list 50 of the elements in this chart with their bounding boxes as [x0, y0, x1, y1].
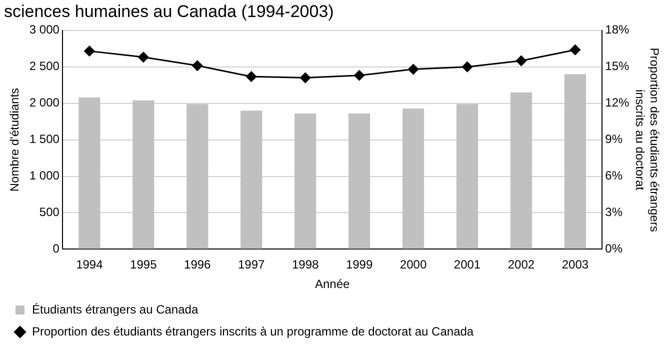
y-tick-label: 2 000 — [29, 96, 60, 110]
y2-tick-label: 18% — [605, 22, 630, 37]
legend-label: Proportion des étudiants étrangers inscrits à un programme de doctorat au Canada — [32, 324, 474, 338]
point — [84, 46, 95, 56]
x-tick-label: 1995 — [130, 258, 158, 272]
y-tick-label: 3 000 — [29, 22, 60, 37]
bar — [78, 98, 100, 249]
bar — [510, 92, 532, 249]
point — [138, 52, 149, 62]
bar — [294, 114, 316, 249]
x-tick-label: 1999 — [346, 258, 373, 272]
point — [192, 60, 203, 71]
point — [246, 71, 257, 82]
x-tick-label: 2003 — [562, 258, 589, 272]
x-tick-label: 2000 — [400, 258, 427, 272]
legend-label: Étudiants étrangers au Canada — [32, 302, 198, 316]
bar — [456, 104, 478, 249]
bar — [564, 74, 586, 249]
y-tick-label: 500 — [39, 205, 60, 220]
y2-tick-label: 6% — [605, 168, 623, 183]
y-tick-label: 0 — [52, 242, 60, 256]
point — [570, 44, 580, 56]
y2-tick-label: 3% — [605, 205, 623, 220]
x-axis-title: Année — [314, 277, 350, 292]
point — [462, 62, 472, 72]
point — [300, 72, 311, 84]
x-tick-label: 1998 — [292, 258, 319, 272]
y-tick-label: 2 500 — [29, 59, 60, 74]
bar — [402, 108, 424, 249]
bar — [186, 104, 208, 249]
y-axis-title: Nombre d'étudiants — [8, 88, 22, 192]
bar — [240, 110, 262, 249]
bar — [348, 114, 370, 249]
y2-tick-label: 9% — [605, 132, 623, 146]
chart-title: sciences humaines au Canada (1994-2003) — [4, 2, 334, 21]
point — [408, 64, 419, 75]
x-tick-label: 2002 — [508, 258, 535, 272]
y2-tick-label: 12% — [605, 96, 630, 110]
y2-tick-label: 15% — [605, 59, 630, 74]
bar — [132, 100, 154, 249]
x-tick-label: 1997 — [238, 258, 266, 272]
point — [354, 70, 365, 81]
point — [516, 56, 526, 66]
y2-tick-label: 0% — [605, 242, 623, 256]
x-tick-label: 2001 — [454, 258, 481, 272]
y-tick-label: 1 000 — [29, 168, 60, 183]
x-tick-label: 1996 — [184, 258, 212, 272]
y2-axis-title: Proportion des étudiants étrangers inscrits au doctorat — [633, 48, 662, 232]
y-tick-label: 1 500 — [29, 132, 60, 146]
x-tick-label: 1994 — [76, 258, 104, 272]
